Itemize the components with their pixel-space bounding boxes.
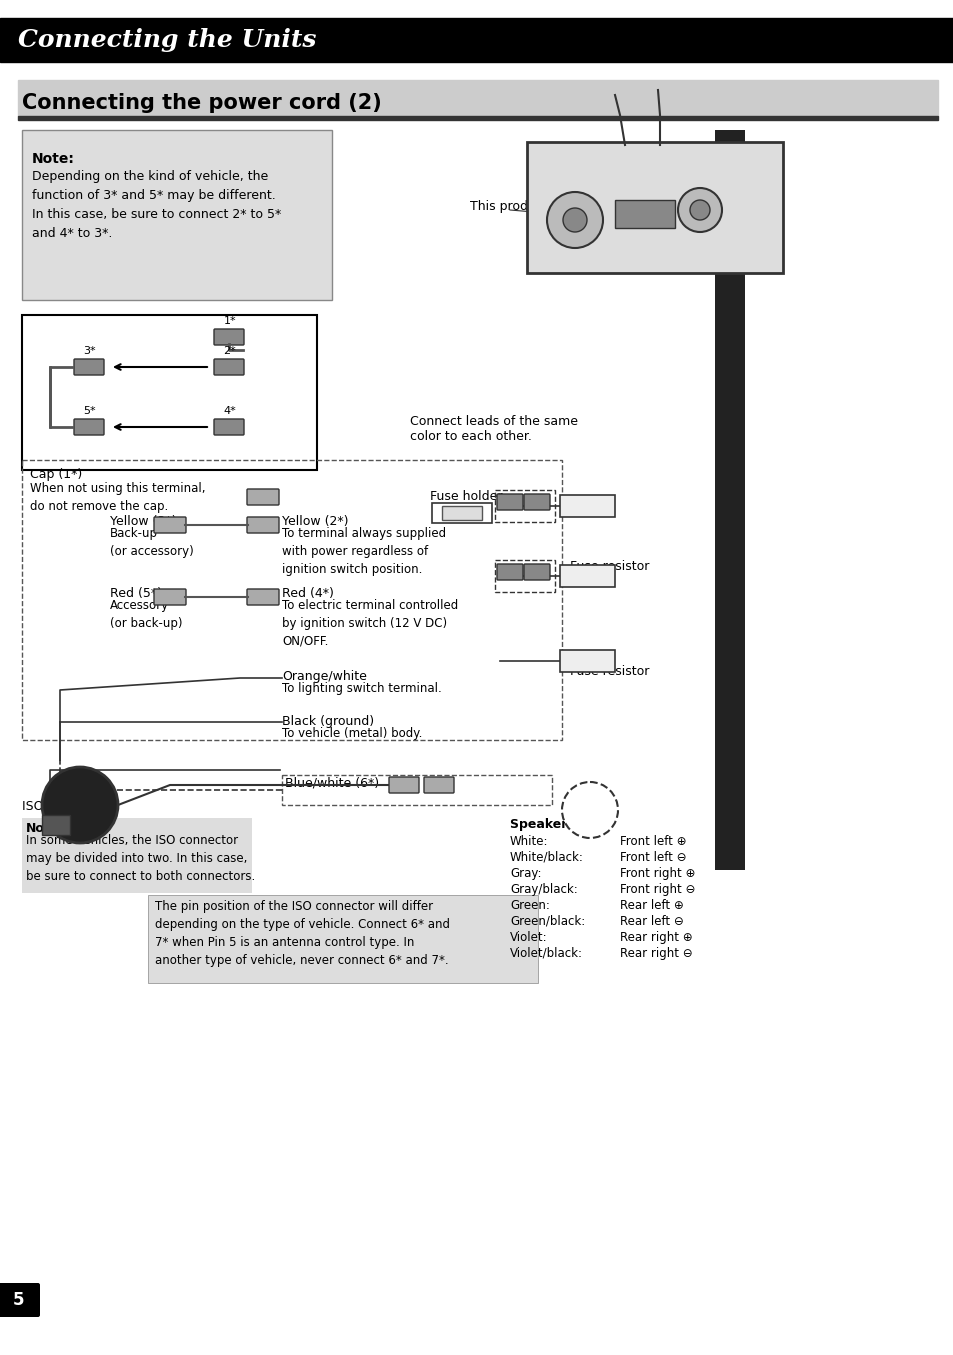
- Text: Rear right ⊕: Rear right ⊕: [619, 931, 692, 944]
- Text: Note:: Note:: [32, 152, 74, 167]
- Text: Blue/white (6*): Blue/white (6*): [285, 776, 378, 790]
- Circle shape: [689, 201, 709, 220]
- Circle shape: [678, 188, 721, 232]
- Text: ISO connector: ISO connector: [22, 799, 111, 813]
- Text: Rear left ⊕: Rear left ⊕: [619, 898, 683, 912]
- Text: To lighting switch terminal.: To lighting switch terminal.: [282, 682, 441, 695]
- Text: Rear left ⊖: Rear left ⊖: [619, 915, 683, 928]
- FancyBboxPatch shape: [213, 329, 244, 346]
- Text: Fuse holder: Fuse holder: [430, 491, 502, 503]
- Text: White/black:: White/black:: [510, 851, 583, 864]
- Text: Speaker leads: Speaker leads: [510, 818, 608, 831]
- Text: Yellow (2*): Yellow (2*): [282, 515, 348, 528]
- Text: Cap (1*): Cap (1*): [30, 467, 82, 481]
- FancyBboxPatch shape: [497, 564, 522, 580]
- Bar: [0, 18, 953, 62]
- FancyBboxPatch shape: [497, 495, 522, 509]
- FancyBboxPatch shape: [213, 359, 244, 375]
- Text: Green/black:: Green/black:: [510, 915, 584, 928]
- Bar: [559, 495, 615, 518]
- FancyBboxPatch shape: [526, 142, 782, 272]
- Text: Gray:: Gray:: [510, 867, 541, 879]
- FancyBboxPatch shape: [247, 518, 278, 533]
- Bar: [18, 80, 937, 117]
- Text: 5*: 5*: [84, 406, 96, 416]
- Text: This product: This product: [470, 201, 547, 213]
- Text: Orange/white: Orange/white: [282, 669, 367, 683]
- Circle shape: [546, 192, 602, 248]
- Text: Connecting the power cord (2): Connecting the power cord (2): [22, 93, 381, 112]
- FancyBboxPatch shape: [213, 419, 244, 435]
- Bar: [18, 117, 937, 121]
- FancyBboxPatch shape: [153, 518, 186, 533]
- Text: In some vehicles, the ISO connector
may be divided into two. In this case,
be su: In some vehicles, the ISO connector may …: [26, 833, 255, 883]
- Text: 3*: 3*: [84, 346, 96, 356]
- Text: Front left ⊖: Front left ⊖: [619, 851, 686, 864]
- FancyBboxPatch shape: [247, 589, 278, 604]
- Text: Yellow (3*): Yellow (3*): [110, 515, 176, 528]
- FancyBboxPatch shape: [247, 489, 278, 505]
- Text: Fuse resistor: Fuse resistor: [569, 560, 649, 573]
- Text: Gray/black:: Gray/black:: [510, 883, 578, 896]
- Bar: [148, 896, 537, 982]
- Text: Red (5*): Red (5*): [110, 587, 162, 600]
- Text: Violet/black:: Violet/black:: [510, 947, 582, 959]
- Text: White:: White:: [510, 835, 548, 848]
- Text: Connect leads of the same
color to each other.: Connect leads of the same color to each …: [410, 415, 578, 443]
- FancyBboxPatch shape: [74, 359, 104, 375]
- FancyBboxPatch shape: [153, 589, 186, 604]
- Circle shape: [561, 782, 618, 837]
- FancyBboxPatch shape: [389, 776, 418, 793]
- Text: Front left ⊕: Front left ⊕: [619, 835, 686, 848]
- FancyBboxPatch shape: [523, 564, 550, 580]
- Text: Rear right ⊖: Rear right ⊖: [619, 947, 692, 959]
- Circle shape: [562, 209, 586, 232]
- Text: The pin position of the ISO connector will differ
depending on the type of vehic: The pin position of the ISO connector wi…: [154, 900, 450, 967]
- Bar: [22, 130, 332, 299]
- Text: Back-up
(or accessory): Back-up (or accessory): [110, 527, 193, 558]
- Text: To terminal always supplied
with power regardless of
ignition switch position.: To terminal always supplied with power r…: [282, 527, 446, 576]
- Text: Front right ⊕: Front right ⊕: [619, 867, 695, 879]
- FancyBboxPatch shape: [423, 776, 454, 793]
- Text: Red (4*): Red (4*): [282, 587, 334, 600]
- Bar: [714, 130, 744, 870]
- Text: Green:: Green:: [510, 898, 549, 912]
- Bar: [432, 503, 492, 523]
- FancyBboxPatch shape: [523, 495, 550, 509]
- Bar: [559, 650, 615, 672]
- FancyBboxPatch shape: [0, 1283, 40, 1317]
- Text: Violet:: Violet:: [510, 931, 547, 944]
- Text: 4*: 4*: [223, 406, 236, 416]
- Bar: [42, 814, 70, 835]
- Bar: [22, 818, 252, 893]
- Bar: [615, 201, 675, 228]
- Text: When not using this terminal,
do not remove the cap.: When not using this terminal, do not rem…: [30, 482, 205, 514]
- FancyBboxPatch shape: [74, 419, 104, 435]
- Text: Depending on the kind of vehicle, the
function of 3* and 5* may be different.
In: Depending on the kind of vehicle, the fu…: [32, 169, 281, 240]
- Text: To vehicle (metal) body.: To vehicle (metal) body.: [282, 728, 422, 740]
- Text: Connecting the Units: Connecting the Units: [18, 28, 316, 51]
- Text: 2*: 2*: [223, 346, 236, 356]
- Text: Note:: Note:: [26, 822, 64, 835]
- Bar: [441, 505, 481, 520]
- Text: To electric terminal controlled
by ignition switch (12 V DC)
ON/OFF.: To electric terminal controlled by ignit…: [282, 599, 457, 648]
- Text: Front right ⊖: Front right ⊖: [619, 883, 695, 896]
- Text: Accessory
(or back-up): Accessory (or back-up): [110, 599, 182, 630]
- Text: Black (ground): Black (ground): [282, 715, 374, 728]
- Text: Fuse resistor: Fuse resistor: [569, 665, 649, 678]
- Text: 5: 5: [13, 1291, 25, 1309]
- Bar: [559, 565, 615, 587]
- Text: 1*: 1*: [223, 316, 236, 327]
- Circle shape: [42, 767, 118, 843]
- Bar: [22, 314, 316, 470]
